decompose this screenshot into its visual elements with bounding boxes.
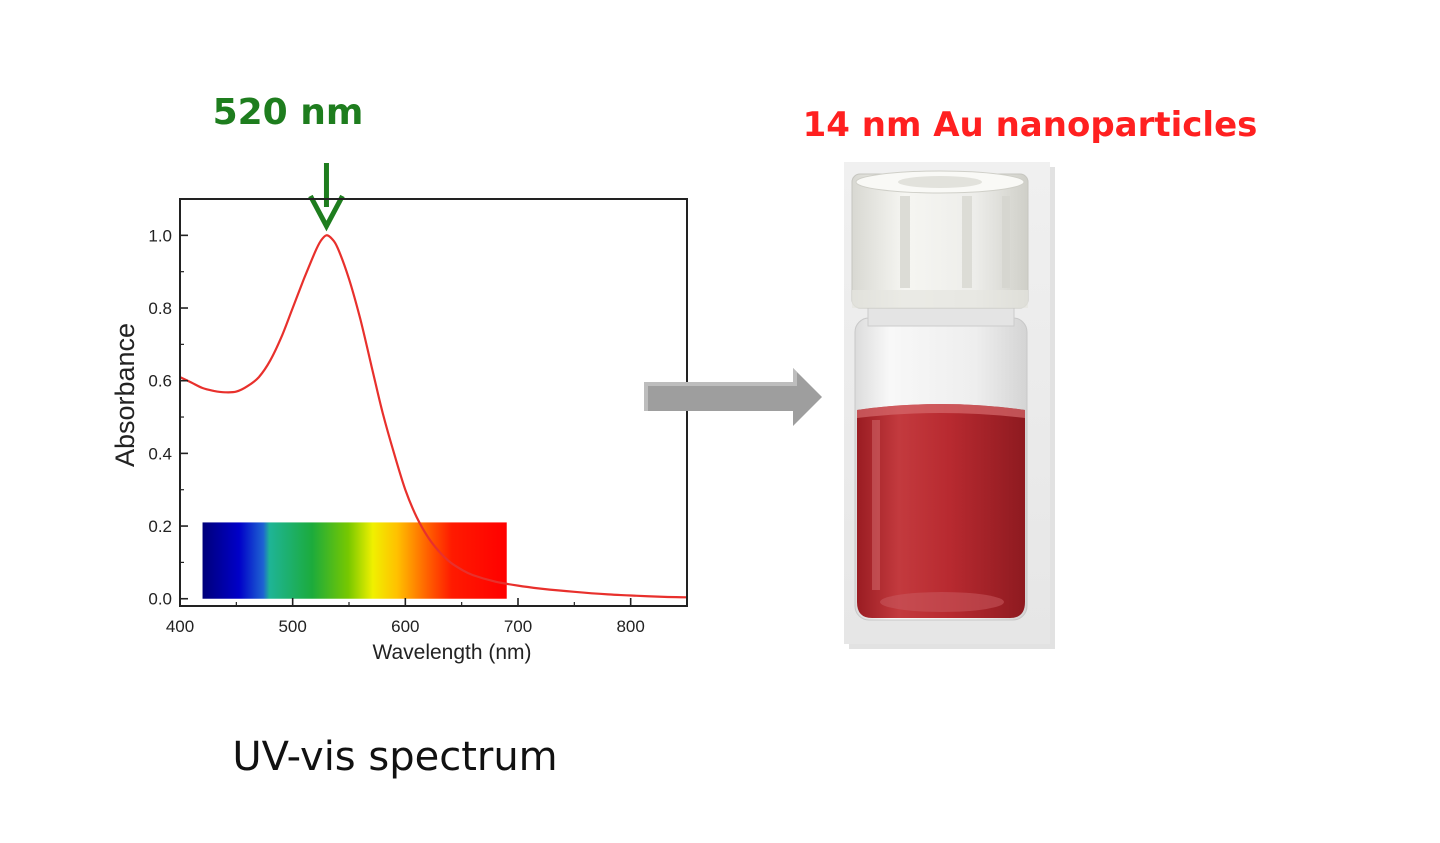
x-tick-label: 400 [166,617,194,636]
x-tick-label: 700 [504,617,532,636]
y-tick-label: 0.0 [148,590,172,609]
x-axis-label: Wavelength (nm) [372,641,531,664]
chart-caption: UV-vis spectrum [232,734,557,780]
y-axis-label: Absorbance [110,323,140,467]
y-tick-label: 0.4 [148,444,172,463]
y-tick-label: 0.6 [148,372,172,391]
x-axis-ticks: 400 500 600 700 800 [166,598,688,636]
x-tick-label: 600 [391,617,419,636]
visible-spectrum-bar [202,522,507,599]
y-tick-label: 1.0 [148,226,172,245]
right-arrow-icon [644,368,822,426]
peak-annotation-label: 520 nm [213,92,364,133]
absorbance-curve [179,234,688,599]
peak-arrow-icon [308,163,345,232]
vial-photo [844,162,1055,649]
x-tick-label: 500 [278,617,306,636]
y-tick-label: 0.2 [148,517,172,536]
y-tick-label: 0.8 [148,299,172,318]
nanoparticle-label: 14 nm Au nanoparticles [803,105,1258,145]
y-axis-ticks: 0.0 0.2 0.4 0.6 0.8 1.0 [148,198,188,609]
x-tick-label: 800 [616,617,644,636]
